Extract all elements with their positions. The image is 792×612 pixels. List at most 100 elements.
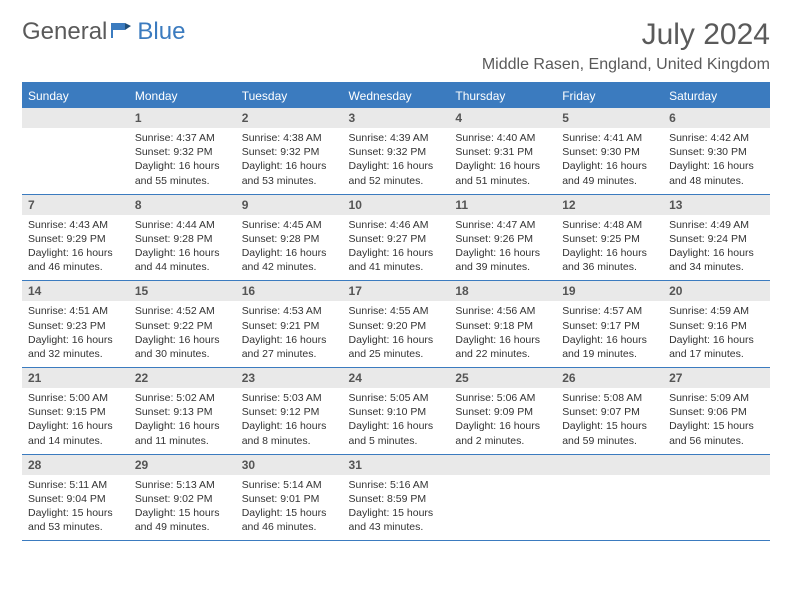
month-title: July 2024 (482, 18, 770, 52)
day-content: Sunrise: 5:09 AMSunset: 9:06 PMDaylight:… (663, 388, 770, 454)
title-block: July 2024 Middle Rasen, England, United … (482, 18, 770, 74)
calendar-head: SundayMondayTuesdayWednesdayThursdayFrid… (22, 83, 770, 108)
empty-content (449, 475, 556, 527)
location-text: Middle Rasen, England, United Kingdom (482, 56, 770, 74)
day-content: Sunrise: 4:49 AMSunset: 9:24 PMDaylight:… (663, 215, 770, 281)
weekday-header: Monday (129, 83, 236, 108)
calendar-row: 14Sunrise: 4:51 AMSunset: 9:23 PMDayligh… (22, 281, 770, 368)
day-number: 11 (449, 195, 556, 215)
calendar-cell: 12Sunrise: 4:48 AMSunset: 9:25 PMDayligh… (556, 194, 663, 281)
day-content: Sunrise: 5:14 AMSunset: 9:01 PMDaylight:… (236, 475, 343, 541)
day-number: 29 (129, 455, 236, 475)
weekday-header: Tuesday (236, 83, 343, 108)
day-number: 5 (556, 108, 663, 128)
weekday-header: Saturday (663, 83, 770, 108)
day-number: 1 (129, 108, 236, 128)
day-number: 18 (449, 281, 556, 301)
day-content: Sunrise: 5:13 AMSunset: 9:02 PMDaylight:… (129, 475, 236, 541)
day-content: Sunrise: 4:38 AMSunset: 9:32 PMDaylight:… (236, 128, 343, 194)
day-content: Sunrise: 4:52 AMSunset: 9:22 PMDaylight:… (129, 301, 236, 367)
calendar-cell: 25Sunrise: 5:06 AMSunset: 9:09 PMDayligh… (449, 368, 556, 455)
day-number: 30 (236, 455, 343, 475)
calendar-cell: 16Sunrise: 4:53 AMSunset: 9:21 PMDayligh… (236, 281, 343, 368)
calendar-cell: 11Sunrise: 4:47 AMSunset: 9:26 PMDayligh… (449, 194, 556, 281)
day-number: 6 (663, 108, 770, 128)
calendar-cell: 8Sunrise: 4:44 AMSunset: 9:28 PMDaylight… (129, 194, 236, 281)
day-content: Sunrise: 4:42 AMSunset: 9:30 PMDaylight:… (663, 128, 770, 194)
day-number: 23 (236, 368, 343, 388)
calendar-cell: 20Sunrise: 4:59 AMSunset: 9:16 PMDayligh… (663, 281, 770, 368)
day-content: Sunrise: 5:16 AMSunset: 8:59 PMDaylight:… (343, 475, 450, 541)
calendar-cell: 22Sunrise: 5:02 AMSunset: 9:13 PMDayligh… (129, 368, 236, 455)
day-content: Sunrise: 5:08 AMSunset: 9:07 PMDaylight:… (556, 388, 663, 454)
calendar-cell: 10Sunrise: 4:46 AMSunset: 9:27 PMDayligh… (343, 194, 450, 281)
calendar-cell: 21Sunrise: 5:00 AMSunset: 9:15 PMDayligh… (22, 368, 129, 455)
day-content: Sunrise: 4:53 AMSunset: 9:21 PMDaylight:… (236, 301, 343, 367)
calendar-cell: 23Sunrise: 5:03 AMSunset: 9:12 PMDayligh… (236, 368, 343, 455)
day-content: Sunrise: 4:37 AMSunset: 9:32 PMDaylight:… (129, 128, 236, 194)
day-content: Sunrise: 4:57 AMSunset: 9:17 PMDaylight:… (556, 301, 663, 367)
calendar-table: SundayMondayTuesdayWednesdayThursdayFrid… (22, 82, 770, 541)
calendar-cell: 5Sunrise: 4:41 AMSunset: 9:30 PMDaylight… (556, 108, 663, 194)
calendar-cell: 4Sunrise: 4:40 AMSunset: 9:31 PMDaylight… (449, 108, 556, 194)
calendar-row: 28Sunrise: 5:11 AMSunset: 9:04 PMDayligh… (22, 454, 770, 541)
calendar-row: 7Sunrise: 4:43 AMSunset: 9:29 PMDaylight… (22, 194, 770, 281)
day-number: 13 (663, 195, 770, 215)
day-content: Sunrise: 4:48 AMSunset: 9:25 PMDaylight:… (556, 215, 663, 281)
calendar-row: 21Sunrise: 5:00 AMSunset: 9:15 PMDayligh… (22, 368, 770, 455)
calendar-cell: 19Sunrise: 4:57 AMSunset: 9:17 PMDayligh… (556, 281, 663, 368)
empty-daynum (22, 108, 129, 128)
empty-daynum (556, 455, 663, 475)
day-content: Sunrise: 4:39 AMSunset: 9:32 PMDaylight:… (343, 128, 450, 194)
empty-content (556, 475, 663, 527)
day-number: 31 (343, 455, 450, 475)
day-number: 8 (129, 195, 236, 215)
day-content: Sunrise: 4:51 AMSunset: 9:23 PMDaylight:… (22, 301, 129, 367)
day-content: Sunrise: 4:55 AMSunset: 9:20 PMDaylight:… (343, 301, 450, 367)
calendar-cell: 27Sunrise: 5:09 AMSunset: 9:06 PMDayligh… (663, 368, 770, 455)
day-number: 27 (663, 368, 770, 388)
calendar-row: 1Sunrise: 4:37 AMSunset: 9:32 PMDaylight… (22, 108, 770, 194)
day-content: Sunrise: 4:43 AMSunset: 9:29 PMDaylight:… (22, 215, 129, 281)
weekday-header: Thursday (449, 83, 556, 108)
day-content: Sunrise: 5:05 AMSunset: 9:10 PMDaylight:… (343, 388, 450, 454)
day-number: 19 (556, 281, 663, 301)
calendar-cell: 3Sunrise: 4:39 AMSunset: 9:32 PMDaylight… (343, 108, 450, 194)
empty-daynum (663, 455, 770, 475)
day-content: Sunrise: 4:45 AMSunset: 9:28 PMDaylight:… (236, 215, 343, 281)
day-number: 17 (343, 281, 450, 301)
calendar-body: 1Sunrise: 4:37 AMSunset: 9:32 PMDaylight… (22, 108, 770, 541)
day-number: 14 (22, 281, 129, 301)
weekday-header: Sunday (22, 83, 129, 108)
day-number: 25 (449, 368, 556, 388)
calendar-cell: 7Sunrise: 4:43 AMSunset: 9:29 PMDaylight… (22, 194, 129, 281)
day-number: 20 (663, 281, 770, 301)
day-number: 10 (343, 195, 450, 215)
calendar-cell (22, 108, 129, 194)
calendar-cell (663, 454, 770, 541)
flag-icon (111, 18, 133, 46)
calendar-cell (556, 454, 663, 541)
empty-content (663, 475, 770, 527)
calendar-cell: 15Sunrise: 4:52 AMSunset: 9:22 PMDayligh… (129, 281, 236, 368)
day-content: Sunrise: 4:41 AMSunset: 9:30 PMDaylight:… (556, 128, 663, 194)
calendar-cell: 28Sunrise: 5:11 AMSunset: 9:04 PMDayligh… (22, 454, 129, 541)
brand-part1: General (22, 18, 107, 46)
day-number: 15 (129, 281, 236, 301)
day-content: Sunrise: 5:11 AMSunset: 9:04 PMDaylight:… (22, 475, 129, 541)
day-number: 24 (343, 368, 450, 388)
weekday-header: Wednesday (343, 83, 450, 108)
empty-daynum (449, 455, 556, 475)
day-content: Sunrise: 5:06 AMSunset: 9:09 PMDaylight:… (449, 388, 556, 454)
calendar-cell: 31Sunrise: 5:16 AMSunset: 8:59 PMDayligh… (343, 454, 450, 541)
brand-logo: General Blue (22, 18, 185, 46)
calendar-cell: 26Sunrise: 5:08 AMSunset: 9:07 PMDayligh… (556, 368, 663, 455)
brand-part2: Blue (137, 18, 185, 46)
page-header: General Blue July 2024 Middle Rasen, Eng… (22, 18, 770, 74)
calendar-cell: 29Sunrise: 5:13 AMSunset: 9:02 PMDayligh… (129, 454, 236, 541)
day-content: Sunrise: 5:00 AMSunset: 9:15 PMDaylight:… (22, 388, 129, 454)
calendar-cell: 6Sunrise: 4:42 AMSunset: 9:30 PMDaylight… (663, 108, 770, 194)
day-number: 28 (22, 455, 129, 475)
day-content: Sunrise: 4:44 AMSunset: 9:28 PMDaylight:… (129, 215, 236, 281)
calendar-cell: 18Sunrise: 4:56 AMSunset: 9:18 PMDayligh… (449, 281, 556, 368)
